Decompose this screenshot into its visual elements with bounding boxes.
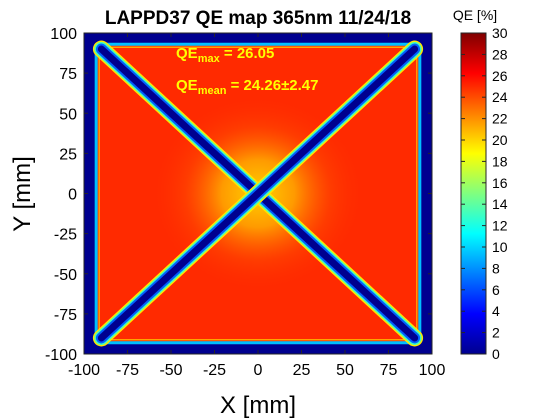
colorbar-tick-label: 14	[492, 196, 508, 212]
chart-title: LAPPD37 QE map 365nm 11/24/18	[105, 8, 411, 29]
x-tick-label: 75	[380, 362, 398, 379]
colorbar-tick-label: 10	[492, 239, 508, 255]
x-tick-label: 50	[336, 362, 354, 379]
y-tick-label: 50	[59, 106, 77, 123]
colorbar-tick-label: 26	[492, 68, 508, 84]
x-axis: -100 -75 -50 -25 0 25 50 75 100	[68, 33, 445, 379]
heatmap-active-border-glow	[98, 46, 418, 341]
colorbar-label: QE [%]	[453, 7, 497, 23]
y-axis-label: Y [mm]	[9, 156, 36, 232]
colorbar-tick-label: 12	[492, 218, 508, 234]
annotation-qe-max: QEmax = 26.05	[176, 45, 274, 65]
colorbar-tick-label: 18	[492, 153, 508, 169]
annotation-qe-max-subscript: max	[198, 53, 221, 65]
y-tick-label: 100	[50, 26, 77, 43]
x-tick-label: 100	[419, 362, 446, 379]
colorbar	[460, 32, 487, 355]
colorbar-tick-label: 16	[492, 175, 508, 191]
y-tick-label: 75	[59, 66, 77, 83]
annotation-qe-mean-subscript: mean	[198, 85, 227, 97]
x-tick-label: -75	[116, 362, 139, 379]
x-tick-label: 25	[293, 362, 311, 379]
annotation-qe-mean: QEmean = 24.26±2.47	[176, 77, 319, 97]
x-tick-label: -100	[68, 362, 100, 379]
y-tick-label: 0	[68, 187, 77, 204]
y-tick-label: -75	[54, 307, 77, 324]
y-tick-label: 25	[59, 146, 77, 163]
annotation-qe-max-prefix: QE	[176, 45, 198, 62]
colorbar-tick-label: 0	[492, 346, 500, 362]
colorbar-tick-label: 30	[492, 25, 508, 41]
diagonal-gap-2	[97, 45, 419, 342]
x-tick-label: -50	[159, 362, 182, 379]
colorbar-tick-label: 8	[492, 260, 500, 276]
x-tick-label: -25	[203, 362, 226, 379]
annotation-qe-mean-value: = 24.26±2.47	[226, 77, 318, 94]
x-tick-label: 0	[254, 362, 263, 379]
colorbar-tick-label: 20	[492, 132, 508, 148]
colorbar-tick-label: 28	[492, 46, 508, 62]
colorbar-tick-label: 6	[492, 282, 500, 298]
colorbar-tick-label: 24	[492, 89, 508, 105]
colorbar-tick-label: 4	[492, 303, 500, 319]
heatmap	[84, 33, 432, 354]
colorbar-tick-label: 2	[492, 325, 500, 341]
y-tick-label: -50	[54, 267, 77, 284]
annotation-qe-max-value: = 26.05	[220, 45, 275, 62]
annotation-qe-mean-prefix: QE	[176, 77, 198, 94]
y-tick-label: -25	[54, 227, 77, 244]
y-axis: -100 -75 -50 -25 0 25 50 75 100	[45, 26, 432, 364]
x-axis-label: X [mm]	[220, 392, 296, 419]
y-tick-label: -100	[45, 347, 77, 364]
colorbar-tick-label: 22	[492, 111, 508, 127]
